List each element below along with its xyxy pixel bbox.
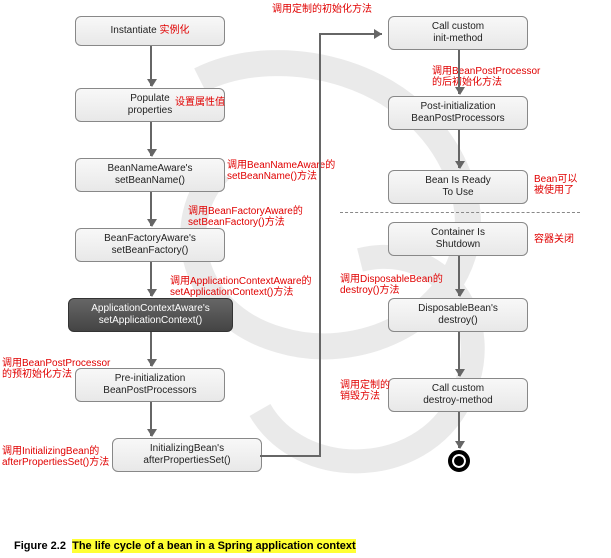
figure-caption: Figure 2.2 The life cycle of a bean in a…: [14, 540, 356, 552]
terminal-end: [448, 450, 470, 472]
node-disposable: DisposableBean's destroy(): [388, 298, 528, 332]
node-initbean: InitializingBean's afterPropertiesSet(): [112, 438, 262, 472]
node-beanfactory: BeanFactoryAware's setBeanFactory(): [75, 228, 225, 262]
node-label: setBeanName(): [115, 175, 185, 187]
node-label: Populate: [130, 93, 169, 104]
annotation: Bean可以 被使用了: [534, 174, 577, 196]
node-label: BeanPostProcessors: [411, 113, 504, 125]
arrow: [458, 130, 460, 168]
node-label: Bean Is Ready: [425, 175, 491, 187]
node-label: Instantiate: [111, 25, 157, 36]
node-label: setApplicationContext(): [99, 315, 202, 327]
arrow: [150, 332, 152, 366]
node-label: init-method: [433, 33, 482, 45]
annotation: 容器关闭: [534, 234, 574, 245]
node-label: ApplicationContextAware's: [91, 303, 209, 315]
arrow: [458, 412, 460, 448]
node-label: destroy(): [438, 315, 477, 327]
node-label: afterPropertiesSet(): [143, 455, 230, 467]
node-label: Container Is: [431, 227, 485, 239]
node-label: Post-initialization: [420, 101, 495, 113]
annotation: 调用BeanPostProcessor 的后初始化方法: [432, 66, 540, 88]
node-label: destroy-method: [423, 395, 492, 407]
flowchart-diagram: Instantiate 实例化 Populate properties 设置属性…: [0, 0, 611, 558]
connector-arrow: [260, 14, 390, 474]
arrow: [150, 46, 152, 86]
node-ready: Bean Is Ready To Use: [388, 170, 528, 204]
arrow: [458, 256, 460, 296]
annotation: 调用BeanPostProcessor 的预初始化方法: [2, 358, 110, 380]
node-label: InitializingBean's: [150, 443, 224, 455]
node-label: To Use: [442, 187, 473, 199]
node-label: properties: [128, 105, 172, 116]
node-initmethod: Call custom init-method: [388, 16, 528, 50]
caption-text: The life cycle of a bean in a Spring app…: [72, 539, 356, 553]
node-instantiate: Instantiate 实例化: [75, 16, 225, 46]
node-cn: 实例化: [159, 25, 189, 36]
caption-number: Figure 2.2: [14, 540, 66, 552]
node-label: BeanPostProcessors: [103, 385, 196, 397]
node-label: BeanNameAware's: [107, 163, 192, 175]
node-appcontext: ApplicationContextAware's setApplication…: [68, 298, 233, 332]
node-label: BeanFactoryAware's: [104, 233, 196, 245]
node-destroymethod: Call custom destroy-method: [388, 378, 528, 412]
arrow: [150, 192, 152, 226]
node-postinit: Post-initialization BeanPostProcessors: [388, 96, 528, 130]
divider: [340, 212, 580, 213]
arrow: [150, 122, 152, 156]
node-label: Pre-initialization: [115, 373, 186, 385]
node-shutdown: Container Is Shutdown: [388, 222, 528, 256]
node-label: setBeanFactory(): [112, 245, 189, 257]
arrow: [458, 332, 460, 376]
node-beanname: BeanNameAware's setBeanName(): [75, 158, 225, 192]
node-label: Call custom: [432, 383, 484, 395]
node-label: Shutdown: [436, 239, 480, 251]
annotation: 调用InitializingBean的 afterPropertiesSet()…: [2, 446, 109, 468]
arrow: [150, 262, 152, 296]
node-label: DisposableBean's: [418, 303, 498, 315]
node-label: Call custom: [432, 21, 484, 33]
arrow: [458, 50, 460, 94]
annotation: 设置属性值: [175, 97, 225, 108]
arrow: [150, 402, 152, 436]
